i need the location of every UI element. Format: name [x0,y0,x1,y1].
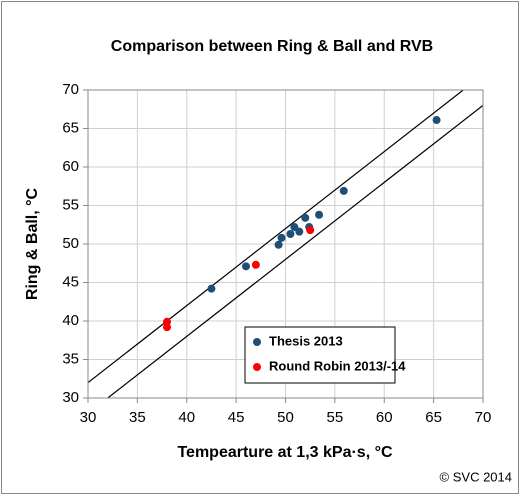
y-tick-label: 60 [62,158,79,175]
point [277,233,286,242]
x-tick-label: 35 [129,409,146,426]
reference-lines [88,90,483,398]
legend-label: Round Robin 2013/-14 [269,358,406,373]
y-tick-label: 55 [62,196,79,213]
reference-line [107,104,483,398]
legend-box [244,326,396,384]
y-tick-label: 45 [62,273,79,290]
point [295,227,304,236]
y-tick-label: 30 [62,389,79,406]
point [274,240,283,249]
x-tick-label: 55 [327,409,344,426]
point [242,262,250,271]
y-tick-label: 40 [62,312,79,329]
y-tick-label: 50 [62,235,79,252]
point [306,226,315,235]
plot-frame [87,89,484,399]
x-tick-label: 40 [178,409,195,426]
x-tick-label: 60 [376,409,393,426]
y-axis-label: Ring & Ball, °C [24,187,41,300]
legend-label: Thesis 2013 [269,333,343,348]
point [207,284,216,293]
x-tick-label: 30 [80,409,97,426]
x-tick-label: 70 [475,409,492,426]
x-tick-label: 65 [425,409,442,426]
chart-title: Comparison between Ring & Ball and RVB [111,38,433,55]
point [286,229,295,238]
point [315,210,324,219]
reference-line [88,90,464,384]
point [339,186,348,195]
legend-marker [253,338,261,346]
y-tick-label: 70 [62,81,79,98]
point [301,213,310,222]
point [163,323,171,332]
x-tick-label: 50 [277,409,294,426]
y-tick-label: 35 [62,350,79,367]
y-tick-label: 65 [62,119,79,136]
points [163,116,441,332]
x-axis-label: Tempearture at 1,3 kPa·s, °C [177,444,393,461]
footnote: © SVC 2014 [440,469,512,484]
legend-marker [253,363,261,371]
point [251,260,260,269]
x-tick-label: 45 [228,409,245,426]
point [432,116,441,125]
legend: Thesis 2013 Round Robin 2013/-14 [244,326,406,384]
